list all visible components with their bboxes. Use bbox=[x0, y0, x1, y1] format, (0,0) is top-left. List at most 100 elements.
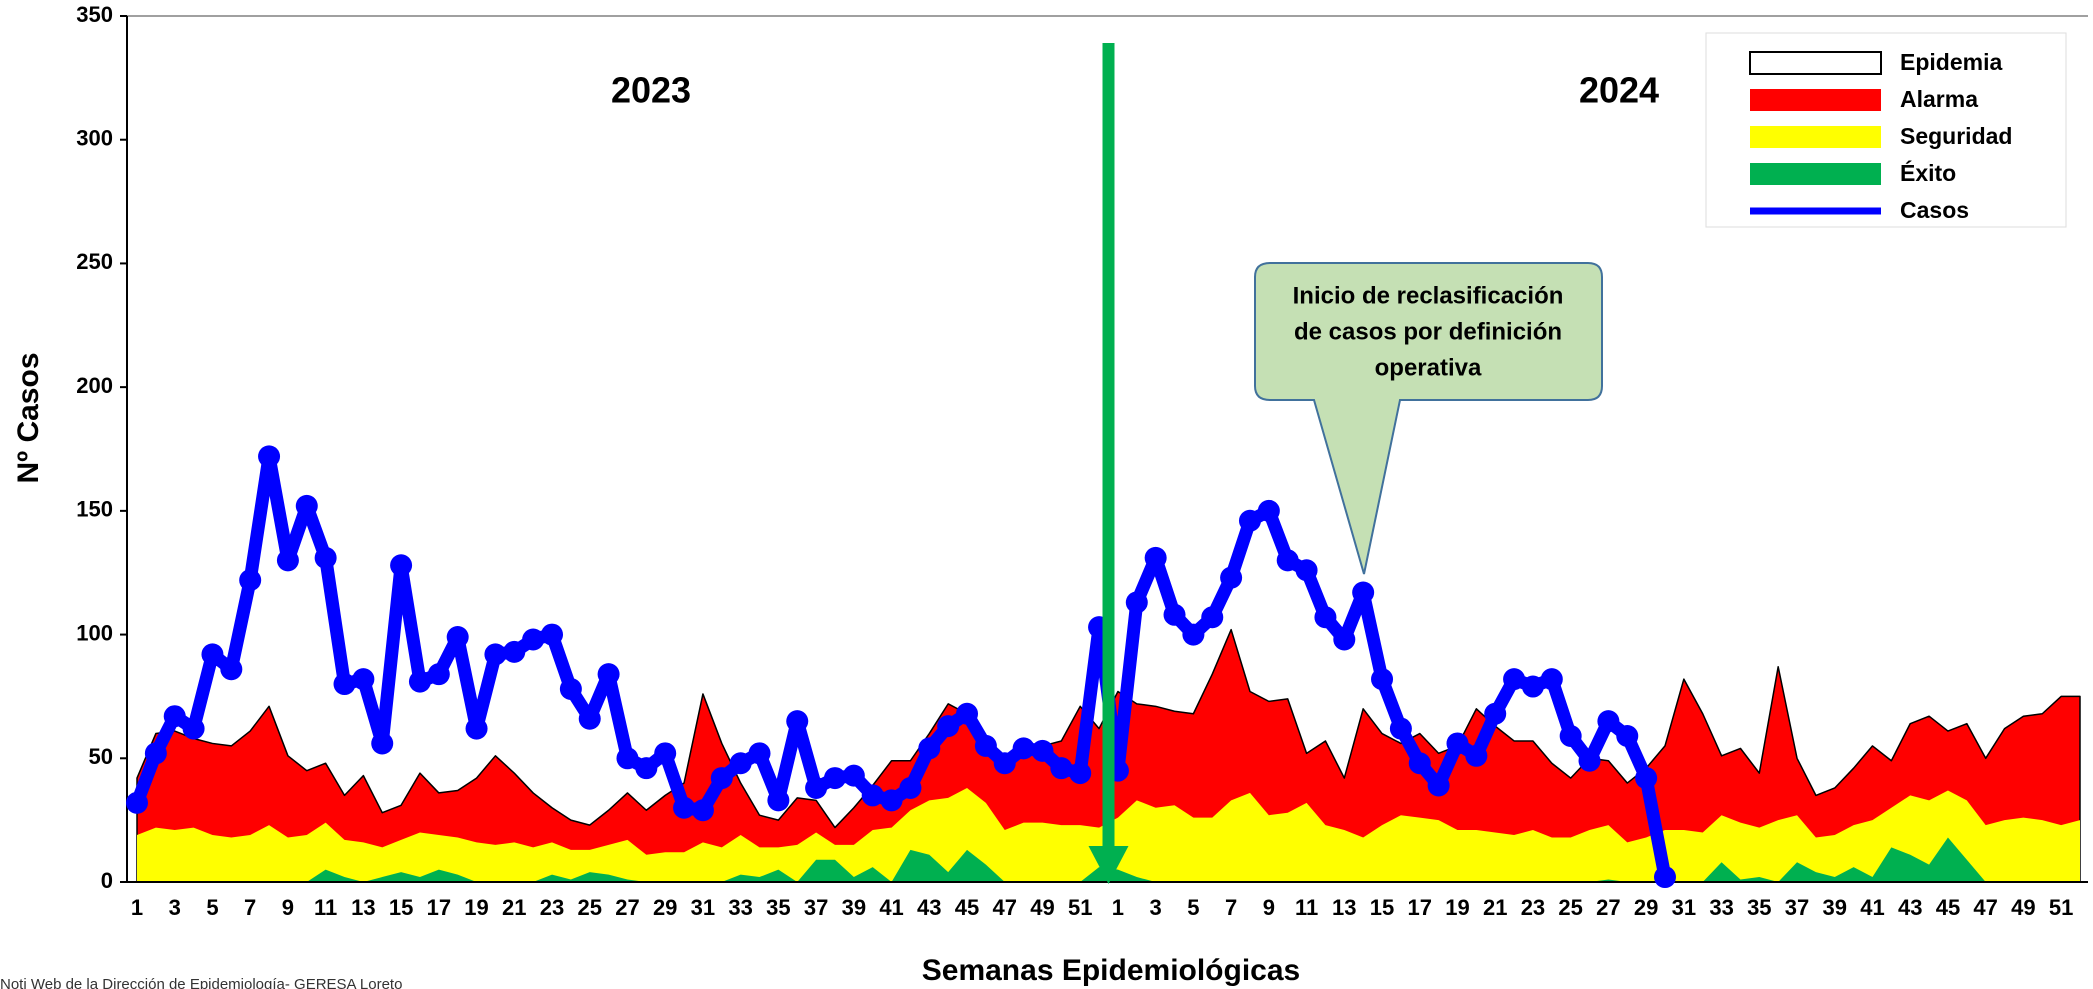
cases-point bbox=[295, 494, 318, 517]
legend-swatch bbox=[1750, 163, 1881, 185]
x-tick-label: 41 bbox=[879, 895, 903, 920]
cases-point bbox=[1635, 767, 1658, 790]
cases-point bbox=[635, 757, 658, 780]
callout-text: de casos por definición bbox=[1294, 318, 1562, 345]
year-label: 2024 bbox=[1579, 70, 1659, 111]
cases-point bbox=[352, 668, 375, 691]
cases-point bbox=[1314, 606, 1337, 629]
source-note: Noti Web de la Dirección de Epidemiologí… bbox=[0, 976, 402, 989]
legend-swatch bbox=[1750, 89, 1881, 111]
cases-point bbox=[1408, 752, 1431, 775]
cases-point bbox=[314, 546, 337, 569]
cases-point bbox=[1295, 559, 1318, 582]
cases-point bbox=[899, 776, 922, 799]
cases-point bbox=[1503, 668, 1526, 691]
cases-point bbox=[673, 796, 696, 819]
x-tick-label: 1 bbox=[1112, 895, 1124, 920]
cases-point bbox=[993, 752, 1016, 775]
x-tick-label: 47 bbox=[1973, 895, 1997, 920]
legend-label: Alarma bbox=[1900, 86, 1978, 112]
x-tick-label: 23 bbox=[1521, 895, 1545, 920]
cases-point bbox=[1521, 675, 1544, 698]
cases-point bbox=[918, 737, 941, 760]
cases-point bbox=[1220, 566, 1243, 589]
cases-point bbox=[201, 643, 224, 666]
x-tick-label: 17 bbox=[1408, 895, 1432, 920]
x-tick-label: 13 bbox=[1332, 895, 1356, 920]
x-tick-label: 37 bbox=[1785, 895, 1809, 920]
cases-point bbox=[220, 658, 243, 681]
callout-box bbox=[1254, 262, 1603, 575]
cases-point bbox=[522, 628, 545, 651]
cases-point bbox=[767, 789, 790, 812]
x-tick-label: 51 bbox=[1068, 895, 1092, 920]
cases-point bbox=[1446, 732, 1469, 755]
cases-point bbox=[390, 554, 413, 577]
cases-point bbox=[239, 569, 262, 592]
y-axis-label: Nº Casos bbox=[12, 352, 45, 483]
legend: Epidemia Alarma Seguridad Éxito Casos bbox=[1705, 32, 2067, 228]
cases-point bbox=[1578, 749, 1601, 772]
x-tick-label: 3 bbox=[1150, 895, 1162, 920]
x-tick-label: 3 bbox=[169, 895, 181, 920]
cases-point bbox=[861, 784, 884, 807]
x-tick-label: 9 bbox=[1263, 895, 1275, 920]
cases-point bbox=[1333, 628, 1356, 651]
x-tick-label: 7 bbox=[1225, 895, 1237, 920]
cases-point bbox=[182, 717, 205, 740]
cases-point bbox=[1201, 606, 1224, 629]
cases-point bbox=[484, 643, 507, 666]
cases-point bbox=[559, 678, 582, 701]
x-tick-label: 11 bbox=[314, 895, 337, 920]
y-tick-label: 150 bbox=[76, 497, 113, 522]
cases-point bbox=[1238, 509, 1261, 532]
x-axis-label: Semanas Epidemiológicas bbox=[922, 954, 1300, 987]
cases-point bbox=[276, 549, 299, 572]
cases-point bbox=[597, 663, 620, 686]
cases-point bbox=[408, 670, 431, 693]
cases-point bbox=[1371, 668, 1394, 691]
cases-point bbox=[937, 715, 960, 738]
x-tick-label: 9 bbox=[282, 895, 294, 920]
cases-point bbox=[1389, 717, 1412, 740]
x-tick-label: 5 bbox=[1187, 895, 1199, 920]
callout: Inicio de reclasificación de casos por d… bbox=[1254, 262, 1603, 575]
cases-point bbox=[163, 705, 186, 728]
x-tick-label: 29 bbox=[653, 895, 677, 920]
legend-swatch bbox=[1750, 126, 1881, 148]
cases-line bbox=[130, 449, 1672, 879]
cases-point bbox=[691, 799, 714, 822]
cases-point bbox=[1050, 757, 1073, 780]
x-tick-label: 47 bbox=[993, 895, 1017, 920]
x-tick-label: 45 bbox=[1936, 895, 1960, 920]
y-tick-label: 200 bbox=[76, 373, 113, 398]
cases-point bbox=[126, 791, 148, 814]
x-tick-label: 33 bbox=[1709, 895, 1733, 920]
cases-point bbox=[710, 767, 733, 790]
legend-label: Epidemia bbox=[1900, 49, 2002, 75]
x-tick-label: 51 bbox=[2049, 895, 2073, 920]
cases-point bbox=[1465, 744, 1488, 767]
cases-point bbox=[465, 717, 488, 740]
arrow bbox=[1088, 43, 1129, 884]
cases-point bbox=[823, 767, 846, 790]
x-tick-label: 21 bbox=[502, 895, 526, 920]
cases-point bbox=[541, 623, 564, 646]
x-tick-label: 27 bbox=[1596, 895, 1620, 920]
x-tick-label: 31 bbox=[691, 895, 715, 920]
arrow-head bbox=[1088, 846, 1129, 884]
legend-swatch bbox=[1749, 51, 1882, 75]
cases-point bbox=[371, 732, 394, 755]
cases-point bbox=[258, 445, 281, 468]
x-tick-label: 17 bbox=[427, 895, 451, 920]
cases-point bbox=[333, 673, 356, 696]
cases-point bbox=[1012, 737, 1035, 760]
cases-point bbox=[578, 707, 601, 730]
x-tick-label: 19 bbox=[464, 895, 488, 920]
x-tick-label: 37 bbox=[804, 895, 828, 920]
x-tick-label: 13 bbox=[351, 895, 375, 920]
cases-point bbox=[1484, 702, 1507, 725]
y-tick-label: 100 bbox=[76, 620, 113, 645]
cases-point bbox=[1540, 668, 1563, 691]
